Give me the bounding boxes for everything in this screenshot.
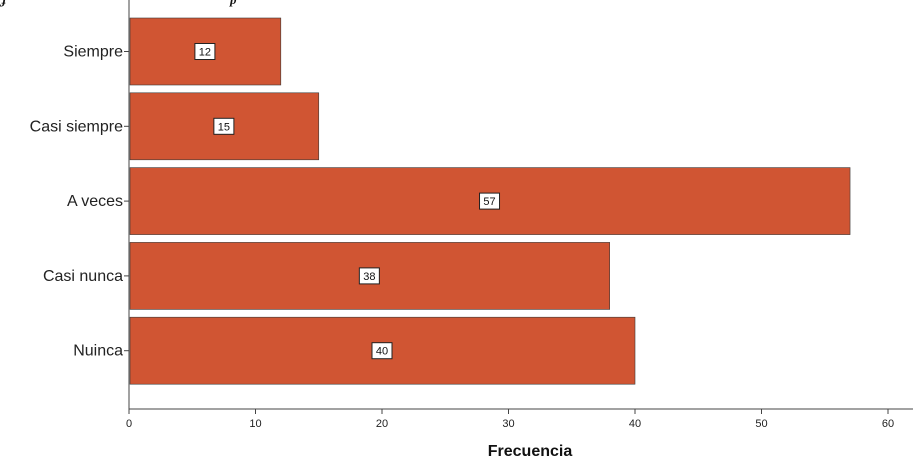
data-label-text: 15: [218, 121, 230, 133]
category-labels-group: Siempre Casi siempre A veces Casi nunca Nuin…: [30, 44, 129, 360]
data-label-text: 12: [199, 47, 211, 59]
category-label-a-veces: A veces: [67, 193, 123, 210]
data-label-a-veces: 57: [479, 192, 501, 210]
data-label-text: 40: [376, 346, 388, 358]
data-label-text: 57: [483, 196, 495, 208]
x-tick-label-30: 30: [502, 418, 514, 430]
data-label-box: [358, 267, 380, 285]
x-tick-label-50: 50: [755, 418, 767, 430]
x-tick-label-60: 60: [882, 418, 894, 430]
x-axis-title: Frecuencia: [488, 443, 573, 458]
x-tick-label-40: 40: [629, 418, 641, 430]
x-tick-label-10: 10: [249, 418, 261, 430]
category-label-casi-siempre: Casi siempre: [30, 118, 123, 135]
data-label-casi-siempre: 15: [213, 117, 235, 135]
data-label-siempre: 12: [194, 43, 216, 60]
data-label-box: [194, 43, 216, 60]
chart-title-fragment: ɟ: [0, 0, 7, 7]
chart-title-fragment-2: p: [229, 0, 237, 7]
data-label-text: 38: [363, 271, 375, 283]
data-label-box: [371, 342, 393, 360]
x-tick-label-20: 20: [376, 418, 388, 430]
category-label-siempre: Siempre: [63, 44, 123, 61]
data-label-casi-nunca: 38: [358, 267, 380, 285]
data-label-box: [213, 117, 235, 135]
x-tick-label-0: 0: [126, 418, 132, 430]
category-label-casi-nunca: Casi nunca: [43, 268, 123, 285]
x-ticks-group: 0 10 20 30 40 50 60: [126, 409, 894, 430]
data-labels-group: 12 15 57 38 40: [194, 43, 501, 360]
data-label-box: [479, 192, 501, 210]
category-label-nuinca: Nuinca: [73, 343, 123, 360]
data-label-nuinca: 40: [371, 342, 393, 360]
